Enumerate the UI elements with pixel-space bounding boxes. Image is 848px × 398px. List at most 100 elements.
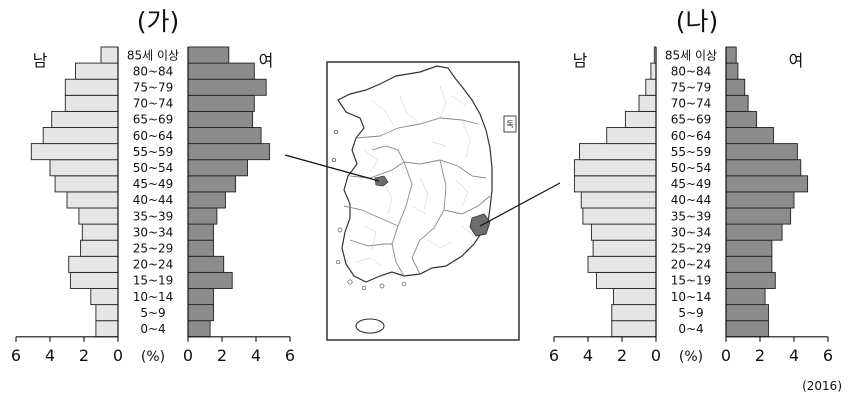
highlight-region-b [469,213,491,237]
x-tick-label: 0 [721,346,731,365]
x-tick-label: 6 [823,346,833,365]
bar-female-6 [187,223,214,241]
age-label: 40~44 [671,193,712,207]
bar-female-7 [187,207,218,225]
age-label: 20~24 [671,258,712,272]
bar-male-7 [582,207,657,225]
age-label: 0~4 [678,322,703,336]
bar-female-2 [725,288,766,306]
x-tick-label: 4 [789,346,799,365]
bar-male-13 [51,110,119,128]
bar-male-8 [580,191,657,209]
bar-female-13 [187,110,254,128]
age-label: 85세 이상 [127,48,179,62]
age-label: 75~79 [671,80,712,94]
bar-female-10 [725,159,802,177]
pyramid-a: (가) 남 여 0~4 5~9 10~14 15~19 20~24 25~29 30~34 35~3… [11,7,295,365]
bar-male-15 [645,78,657,96]
bar-male-14 [64,94,119,112]
bar-male-6 [590,223,657,241]
bar-male-3 [69,271,119,289]
age-label: 25~29 [133,241,174,255]
bar-female-15 [725,78,746,96]
bar-female-16 [187,62,255,80]
age-label: 20~24 [133,258,174,272]
year-note: (2016) [802,379,842,393]
age-label: 40~44 [133,193,174,207]
chart-title: (나) [676,7,719,36]
age-label: 5~9 [678,306,703,320]
bar-male-1 [95,304,119,322]
bar-female-3 [187,271,233,289]
age-label: 80~84 [133,64,174,78]
age-label: 0~4 [140,322,165,336]
bar-female-9 [725,175,809,193]
age-label: 55~59 [133,145,174,159]
bar-female-6 [725,223,783,241]
age-label: 15~19 [671,274,712,288]
bar-male-2 [90,288,119,306]
age-label: 55~59 [671,145,712,159]
bar-male-5 [80,239,119,257]
age-label: 60~64 [671,129,712,143]
bar-male-3 [596,271,657,289]
bar-female-5 [725,239,773,257]
age-label: 85세 이상 [665,48,717,62]
bar-male-6 [81,223,119,241]
bar-female-7 [725,207,792,225]
bar-female-2 [187,288,214,306]
age-label: 50~54 [133,161,174,175]
x-tick-label: 4 [583,346,593,365]
island-dots [332,130,407,291]
bar-female-8 [187,191,226,209]
chart-title: (가) [137,7,180,36]
x-tick-label: 2 [617,346,627,365]
bar-female-8 [725,191,795,209]
x-tick-label: 4 [45,346,55,365]
bar-female-9 [187,175,237,193]
bar-male-0 [611,320,657,338]
bar-male-16 [75,62,119,80]
bar-female-14 [725,94,749,112]
bar-female-12 [725,127,775,145]
bar-female-17 [187,46,230,64]
bar-female-15 [187,78,267,96]
age-label: 70~74 [133,97,174,111]
bar-female-11 [725,143,798,161]
unit-label: (%) [679,349,703,365]
age-label: 35~39 [133,209,174,223]
age-label: 10~14 [133,290,174,304]
x-tick-label: 0 [183,346,193,365]
bar-female-17 [725,46,737,64]
age-label: 35~39 [671,209,712,223]
jeju-island [355,318,385,334]
bar-female-11 [187,143,271,161]
legend-female: 여 [259,51,274,70]
age-label: 5~9 [140,306,165,320]
bar-male-17 [100,46,119,64]
bar-female-1 [725,304,769,322]
x-tick-label: 6 [11,346,21,365]
bar-male-5 [592,239,657,257]
korea-mainland-shape [337,65,493,283]
x-tick-label: 6 [549,346,559,365]
bar-male-12 [606,127,657,145]
leader-line-a [284,154,380,182]
legend-male: 남 [573,51,588,70]
age-label: 75~79 [133,80,174,94]
county-borders [355,85,475,267]
bar-male-1 [611,304,657,322]
bar-male-14 [638,94,657,112]
korea-map: 독 [284,61,561,341]
bar-female-16 [725,62,739,80]
age-label: 50~54 [671,161,712,175]
bar-female-3 [725,271,776,289]
x-tick-label: 0 [651,346,661,365]
bar-male-9 [573,175,657,193]
bar-female-1 [187,304,214,322]
bar-female-13 [725,110,758,128]
legend-male: 남 [33,51,48,70]
bar-female-0 [187,320,211,338]
age-label: 45~49 [671,177,712,191]
